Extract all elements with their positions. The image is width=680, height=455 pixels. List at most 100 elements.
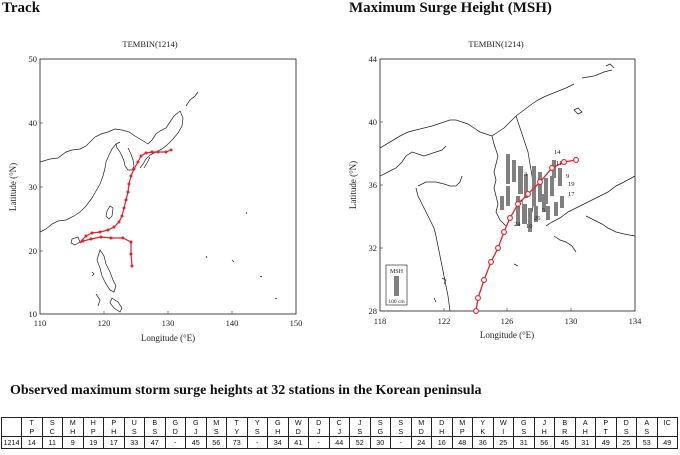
station-code-top: S [369, 417, 391, 427]
station-code-top: D [615, 417, 637, 427]
station-label: 11 [556, 160, 562, 167]
station-code-top: U [123, 417, 145, 427]
station-code-top: T [226, 417, 248, 427]
station-surge-value: 52 [349, 436, 371, 449]
track-point [129, 252, 133, 256]
msh-track-point [561, 159, 567, 165]
station-code-top: W [287, 417, 309, 427]
station-code-bottom: J [308, 427, 330, 437]
track-y-tick-label: 40 [29, 118, 38, 128]
msh-track-point [515, 201, 521, 207]
msh-x-tick-label: 118 [374, 316, 386, 326]
station-code-bottom: G [369, 427, 391, 437]
track-point [89, 237, 93, 241]
station-label: 17 [568, 191, 575, 198]
station-code-top: S [390, 417, 412, 427]
msh-bar [506, 154, 510, 184]
track-y-tick-label: 50 [29, 54, 38, 64]
track-point [120, 214, 124, 218]
msh-bar [522, 204, 527, 224]
station-code-top: M [451, 417, 473, 427]
track-section-title: Track [2, 0, 41, 16]
station-surge-value: - [164, 436, 186, 449]
station-code-bottom: P [21, 427, 43, 437]
station-code-bottom: K [472, 427, 494, 437]
track-map-title: TEMBIN(1214) [122, 39, 177, 49]
track-x-tick-label: 110 [34, 318, 46, 328]
station-code-top: P [595, 417, 617, 427]
station-code-bottom: J [185, 427, 207, 437]
msh-bar [518, 166, 523, 194]
station-code-top: G [185, 417, 207, 427]
msh-track-point [473, 308, 479, 314]
station-surge-value: 56 [205, 436, 227, 449]
msh-track-point [475, 295, 481, 301]
station-code-top: IC [656, 417, 678, 427]
msh-bar [558, 168, 562, 186]
station-surge-value: 31 [574, 436, 596, 449]
station-code-bottom: T [595, 427, 617, 437]
msh-x-tick-label: 130 [565, 316, 578, 326]
msh-bar [532, 166, 536, 206]
station-code-top: P [103, 417, 125, 427]
msh-x-tick-label: 126 [501, 316, 514, 326]
msh-map-figure: TEMBIN(1214) 14 11 3 [348, 39, 642, 340]
msh-bar [554, 202, 558, 216]
msh-bar [534, 206, 538, 222]
msh-bar [546, 206, 550, 220]
station-surge-value: 49 [656, 436, 678, 449]
station-surge-value: 25 [492, 436, 514, 449]
station-code-top: Y [246, 417, 268, 427]
msh-typhoon-track-points [473, 157, 579, 314]
track-x-tick-label: 150 [290, 318, 303, 328]
station-code-bottom: S [144, 427, 166, 437]
station-surge-value: 44 [328, 436, 350, 449]
msh-track-point [525, 191, 531, 197]
msh-track-point [549, 165, 555, 171]
track-point [81, 239, 85, 243]
msh-track-point [495, 245, 501, 251]
station-label: 9 [566, 173, 569, 180]
station-code-top: G [267, 417, 289, 427]
station-code-top: D [308, 417, 330, 427]
station-code-bottom: H [431, 427, 453, 437]
msh-bar [528, 208, 532, 232]
station-surge-value: 9 [62, 436, 84, 449]
track-map-ticks [40, 122, 233, 314]
station-surge-value: 45 [185, 436, 207, 449]
station-code-bottom: D [164, 427, 186, 437]
station-surge-value: 11 [41, 436, 63, 449]
station-surge-value: 36 [472, 436, 494, 449]
track-y-tick-label: 30 [29, 182, 38, 192]
station-surge-value: 49 [595, 436, 617, 449]
station-code-bottom: S [205, 427, 227, 437]
station-surge-value: 30 [369, 436, 391, 449]
station-surge-value: - [308, 436, 330, 449]
msh-bar [512, 160, 516, 182]
typhoon-track-points [81, 148, 173, 268]
table-corner-cell [1, 427, 22, 437]
station-surge-value: 14 [21, 436, 43, 449]
station-surge-value: 17 [103, 436, 125, 449]
table-typhoon-id-cell: 1214 [1, 436, 22, 449]
table-caption: Observed maximum storm surge heights at … [10, 383, 482, 398]
track-map-coastlines [39, 91, 278, 313]
track-x-tick-label: 130 [162, 318, 175, 328]
station-surge-value: 45 [554, 436, 576, 449]
msh-bar [542, 194, 546, 212]
msh-map-frame [379, 58, 636, 312]
station-label: 3 [524, 171, 527, 178]
track-point [129, 240, 133, 244]
track-point [121, 236, 125, 240]
station-code-bottom [656, 427, 678, 437]
track-point [136, 160, 140, 164]
station-surge-value: 41 [287, 436, 309, 449]
table-header-row-top: T S M H P U B G G M T Y G W D C J S S M D M Y W G J B A P D A IC [1, 417, 678, 427]
station-surge-value: 47 [144, 436, 166, 449]
msh-track-point [537, 179, 543, 185]
station-code-bottom: S [615, 427, 637, 437]
track-point [132, 167, 136, 171]
station-surge-value: 19 [82, 436, 104, 449]
track-point [150, 150, 154, 154]
